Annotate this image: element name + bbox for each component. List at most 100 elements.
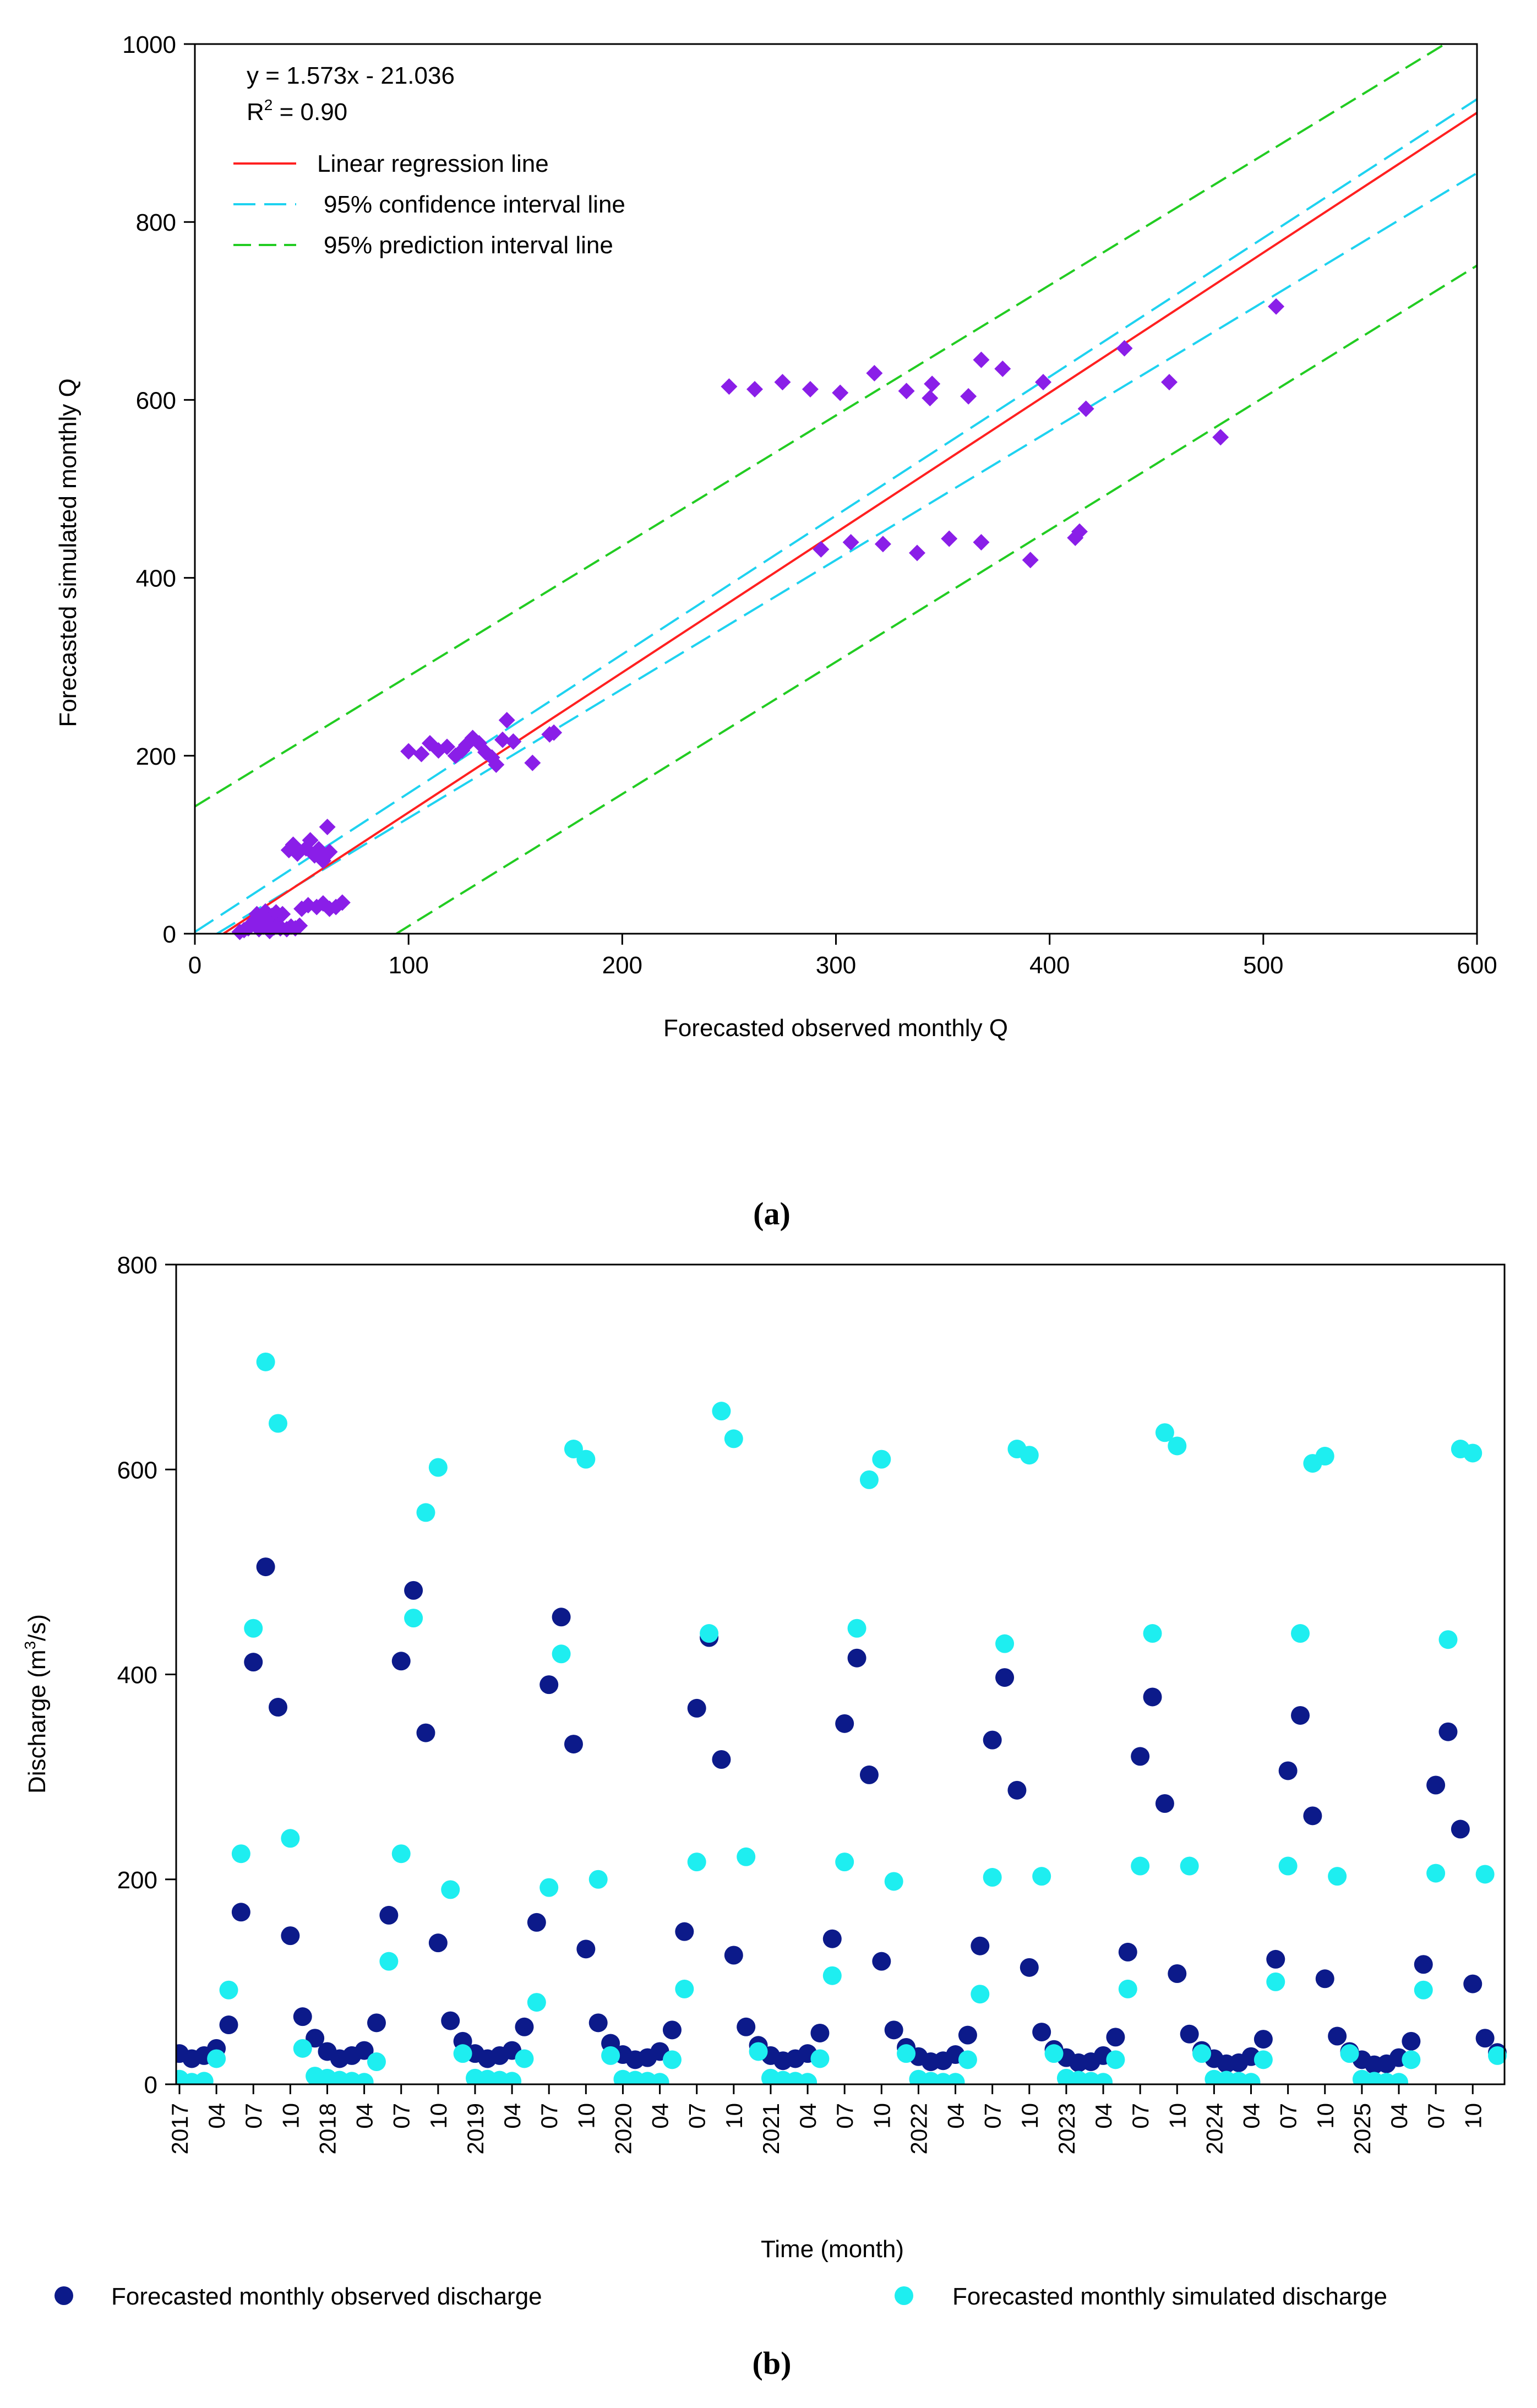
- observed-discharge-point: [675, 1922, 694, 1941]
- scatter-point: [1077, 400, 1094, 417]
- simulated-discharge-point: [798, 2073, 817, 2084]
- observed-discharge-point: [576, 1940, 596, 1959]
- scatter-point: [274, 906, 291, 923]
- x-tick-label-b: 04: [1386, 2103, 1412, 2129]
- scatter-point: [302, 832, 319, 849]
- x-tick-label-b: 10: [1164, 2103, 1190, 2129]
- observed-discharge-point: [1315, 1969, 1334, 1988]
- simulated-discharge-point: [687, 1853, 706, 1872]
- simulated-discharge-point: [737, 1847, 756, 1866]
- simulated-discharge-point: [971, 1985, 990, 2004]
- x-tick-label-b: 10: [1460, 2103, 1486, 2129]
- simulated-discharge-point: [219, 1980, 238, 2000]
- observed-discharge-point: [1414, 1955, 1433, 1974]
- simulated-discharge-point: [822, 1966, 842, 1985]
- scatter-point: [1161, 374, 1178, 391]
- simulated-discharge-point: [552, 1644, 571, 1664]
- simulated-discharge-point: [244, 1619, 263, 1638]
- x-tick-label-b: 2018: [314, 2103, 340, 2154]
- scatter-point: [960, 388, 977, 405]
- observed-discharge-point: [1253, 2030, 1273, 2049]
- scatter-point: [866, 364, 883, 382]
- simulated-discharge-point: [1168, 1436, 1187, 1456]
- x-tick-label-b: 10: [1017, 2103, 1043, 2129]
- legend-label-prediction: 95% prediction interval line: [324, 232, 613, 259]
- observed-discharge-point: [1438, 1722, 1458, 1741]
- observed-discharge-point: [971, 1936, 990, 1955]
- simulated-discharge-point: [1020, 1446, 1039, 1465]
- simulated-discharge-point: [1402, 2050, 1421, 2069]
- observed-discharge-point: [884, 2020, 903, 2040]
- observed-discharge-point: [306, 2029, 325, 2048]
- x-tick-label-a: 0: [188, 952, 201, 979]
- simulated-discharge-point: [194, 2072, 214, 2084]
- observed-discharge-point: [1303, 1806, 1322, 1826]
- scatter-point: [524, 754, 541, 771]
- observed-discharge-point: [737, 2017, 756, 2036]
- observed-discharge-point: [859, 1765, 879, 1784]
- scatter-point: [1116, 340, 1133, 357]
- scatter-point: [813, 541, 830, 558]
- observed-discharge-point: [1118, 1942, 1137, 1962]
- observed-discharge-point: [872, 1952, 891, 1971]
- observed-discharge-point: [1291, 1706, 1310, 1725]
- scatter-point: [1022, 552, 1039, 569]
- x-tick-label-b: 04: [1091, 2103, 1116, 2129]
- x-axis-label-b: Time (month): [761, 2236, 904, 2263]
- simulated-discharge-point: [404, 1609, 423, 1628]
- prediction-interval-upper-line: [195, 44, 1447, 808]
- simulated-discharge-point: [207, 2049, 226, 2068]
- simulated-discharge-point: [588, 1870, 608, 1889]
- legend-label-simulated: Forecasted monthly simulated discharge: [952, 2283, 1387, 2310]
- observed-discharge-point: [662, 2020, 682, 2040]
- legend-label-confidence: 95% confidence interval line: [324, 191, 625, 218]
- x-tick-label-b: 10: [573, 2103, 599, 2129]
- panel-a-axes: 0 100 200 300 400 500 600 0 200 400 600 800 1000: [122, 31, 1497, 979]
- x-tick-label-b: 2022: [906, 2103, 931, 2154]
- observed-discharge-point: [1266, 1949, 1285, 1969]
- scatter-point: [898, 383, 915, 400]
- simulated-discharge-point: [576, 1450, 596, 1469]
- r-squared-superscript: 2: [264, 96, 273, 113]
- observed-discharge-point: [1278, 1761, 1298, 1780]
- simulated-discharge-point: [859, 1470, 879, 1489]
- simulated-discharge-point: [749, 2042, 768, 2061]
- x-tick-label-b: 10: [721, 2103, 747, 2129]
- y-tick-label-b: 600: [117, 1457, 157, 1484]
- legend-label-observed: Forecasted monthly observed discharge: [111, 2283, 542, 2310]
- simulated-discharge-point: [835, 1853, 854, 1872]
- observed-discharge-point: [1007, 1780, 1027, 1800]
- simulated-discharge-point: [281, 1829, 300, 1848]
- x-tick-label-a: 100: [388, 952, 428, 979]
- scatter-point: [488, 756, 505, 773]
- simulated-discharge-point: [256, 1352, 275, 1371]
- observed-discharge-point: [404, 1581, 423, 1600]
- simulated-discharge-point: [527, 1993, 546, 2012]
- y-axis-label-b-superscript: 3: [21, 1641, 39, 1650]
- simulated-discharge-point: [1044, 2044, 1064, 2063]
- scatter-point: [994, 360, 1011, 377]
- scatter-point: [721, 378, 738, 395]
- x-tick-label-b: 10: [1312, 2103, 1338, 2129]
- scatter-point: [973, 533, 990, 551]
- observed-discharge-point: [983, 1730, 1002, 1750]
- simulated-discharge-point: [503, 2072, 522, 2084]
- legend-marker-observed: [54, 2286, 73, 2305]
- observed-discharge-point: [810, 2023, 830, 2042]
- x-tick-label-b: 07: [980, 2103, 1006, 2129]
- y-tick-label-a: 800: [136, 209, 176, 236]
- panel-b-legend: Forecasted monthly observed discharge For…: [54, 2283, 1387, 2310]
- scatter-point: [400, 743, 417, 760]
- simulated-discharge-point: [1438, 1630, 1458, 1649]
- observed-discharge-point: [588, 2013, 608, 2033]
- observed-discharge-point: [1451, 1819, 1470, 1839]
- y-axis-label-a: Forecasted simulated monthly Q: [54, 378, 81, 727]
- simulated-discharge-point: [1414, 1980, 1433, 2000]
- simulated-discharge-point: [724, 1429, 743, 1448]
- observed-discharge-point: [1032, 2023, 1051, 2042]
- simulated-discharge-point: [1475, 1865, 1495, 1884]
- x-tick-label-b: 04: [1239, 2103, 1265, 2129]
- simulated-discharge-point: [1328, 1867, 1347, 1886]
- observed-discharge-point: [293, 2007, 312, 2026]
